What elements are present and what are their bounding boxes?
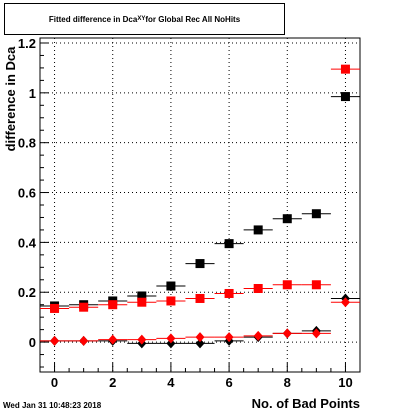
x-tick-label: 8 — [284, 375, 291, 390]
x-tick-label: 4 — [167, 375, 175, 390]
data-point — [253, 284, 263, 293]
data-series — [40, 297, 360, 346]
y-tick-label: 0.8 — [18, 136, 36, 151]
data-point — [79, 335, 89, 346]
data-point — [166, 296, 176, 306]
data-point — [79, 302, 89, 312]
data-point — [311, 328, 321, 339]
title-suffix: for Global Rec All NoHits — [145, 14, 241, 24]
y-tick-label: 0.6 — [18, 186, 36, 201]
data-series — [40, 64, 360, 313]
data-point — [224, 239, 234, 249]
plot-frame — [39, 37, 361, 373]
data-point — [166, 333, 176, 344]
data-point — [340, 297, 350, 308]
data-point — [195, 338, 205, 349]
y-tick-label: 1 — [29, 86, 36, 101]
data-point — [311, 209, 321, 219]
chart-title: Fitted difference in Dca XY for Global Re… — [4, 3, 285, 35]
data-point — [224, 332, 234, 343]
y-tick-label: 0 — [29, 335, 36, 350]
data-point — [282, 214, 292, 224]
y-tick-label: 0.4 — [18, 235, 37, 250]
data-point — [137, 297, 147, 307]
data-point — [50, 335, 60, 346]
x-axis-label: No. of Bad Points — [251, 396, 360, 411]
data-point — [340, 92, 350, 102]
timestamp: Wed Jan 31 10:48:23 2018 — [3, 401, 102, 410]
data-point — [282, 328, 292, 339]
data-point — [253, 225, 263, 235]
data-point — [253, 330, 263, 341]
x-tick-label: 6 — [225, 375, 232, 390]
data-point — [108, 300, 118, 310]
data-point — [282, 280, 292, 290]
data-point — [166, 281, 176, 291]
data-point — [224, 288, 234, 298]
y-axis-label: difference in Dca — [3, 46, 18, 152]
x-tick-label: 10 — [338, 375, 352, 390]
data-point — [108, 334, 118, 345]
x-tick-label: 0 — [51, 375, 58, 390]
data-point — [340, 64, 350, 74]
title-subscript: XY — [137, 16, 146, 22]
data-point — [137, 291, 147, 301]
data-point — [311, 280, 321, 290]
data-point — [195, 332, 205, 343]
data-point — [137, 334, 147, 345]
data-point — [50, 303, 60, 313]
y-tick-label: 1.2 — [18, 36, 36, 51]
data-point — [195, 259, 205, 269]
y-tick-label: 0.2 — [18, 285, 36, 300]
x-tick-label: 2 — [109, 375, 116, 390]
title-text: Fitted difference in Dca — [48, 14, 138, 24]
data-point — [195, 293, 205, 303]
